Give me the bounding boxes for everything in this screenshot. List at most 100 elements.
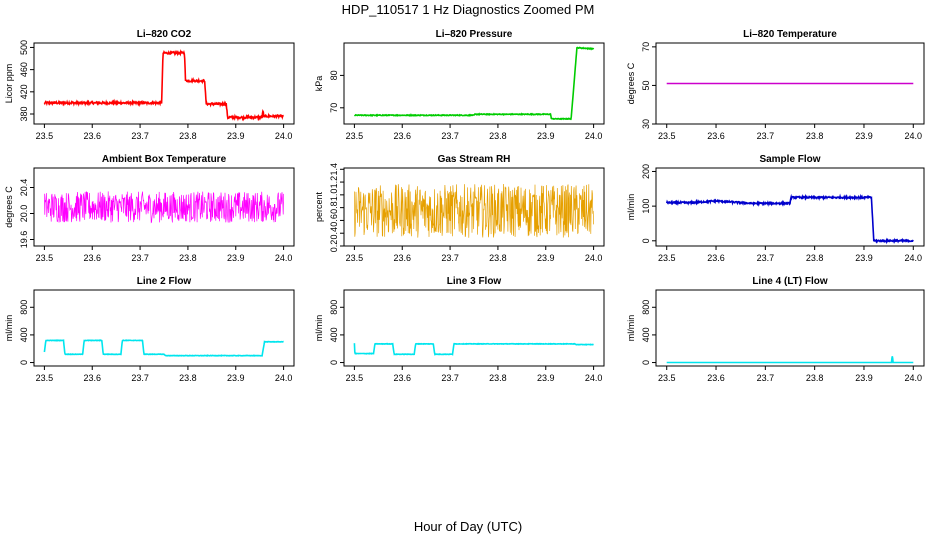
y-tick-label: 0.8: [329, 201, 339, 214]
x-tick-label: 23.9: [537, 131, 555, 141]
plot-frame: [343, 42, 605, 125]
y-axis-label: ml/min: [4, 315, 14, 342]
panel-4: Ambient Box Temperature 23.5 23.6 23.7 23.8 2…: [4, 154, 295, 263]
y-axis-label: ml/min: [626, 194, 636, 221]
y-tick-label: 460: [19, 62, 29, 77]
x-tick-label: 23.5: [36, 131, 54, 141]
plot-frame: [343, 167, 605, 247]
panel-7: Line 2 Flow 23.5 23.6 23.7 23.8 23.9 24.0 0 400 8…: [4, 276, 295, 383]
y-tick-label: 0.2: [329, 240, 339, 253]
x-tick-label: 23.8: [179, 253, 197, 263]
x-tick-label: 24.0: [275, 373, 293, 383]
x-tick-label: 23.6: [83, 131, 101, 141]
panel-5: Gas Stream RH 23.5 23.6 23.7 23.8 23.9 24.0 0.2…: [314, 154, 605, 263]
series-line: [43, 339, 284, 357]
x-tick-label: 23.7: [757, 131, 775, 141]
y-tick-label: 800: [19, 300, 29, 315]
panel-title: Li–820 Pressure: [436, 29, 513, 40]
x-tick-label: 23.9: [855, 373, 873, 383]
y-tick-label: 400: [641, 327, 651, 342]
panel-grid: Li–820 CO2 23.5 23.6 23.7 23.8 23.9 24.0 380 420…: [4, 29, 925, 383]
plot-frame: [655, 42, 925, 125]
y-axis-label: ml/min: [314, 315, 324, 342]
x-tick-label: 23.9: [227, 373, 245, 383]
y-tick-label: 0.4: [329, 227, 339, 240]
figure-title: HDP_110517 1 Hz Diagnostics Zoomed PM: [342, 2, 595, 17]
y-tick-label: 70: [329, 103, 339, 113]
y-axis-label: ml/min: [626, 315, 636, 342]
x-tick-label: 24.0: [275, 253, 293, 263]
y-tick-label: 1.2: [329, 176, 339, 189]
y-tick-label: 0: [641, 238, 651, 243]
x-tick-label: 23.7: [131, 131, 149, 141]
panel-title: Li–820 CO2: [137, 29, 192, 40]
figure-x-axis-label: Hour of Day (UTC): [414, 519, 522, 534]
y-tick-label: 380: [19, 106, 29, 121]
x-tick-label: 23.9: [227, 253, 245, 263]
x-tick-label: 23.5: [36, 373, 54, 383]
y-tick-label: 400: [329, 327, 339, 342]
x-tick-label: 23.9: [227, 131, 245, 141]
series-line: [44, 191, 284, 224]
panel-title: Li–820 Temperature: [743, 29, 837, 40]
x-tick-label: 23.7: [441, 253, 459, 263]
x-tick-label: 23.7: [131, 373, 149, 383]
y-tick-label: 1.0: [329, 189, 339, 202]
series-line: [354, 183, 594, 238]
y-tick-label: 19.6: [19, 231, 29, 249]
plot-frame: [655, 167, 925, 247]
y-tick-label: 1.4: [329, 163, 339, 176]
panel-title: Sample Flow: [759, 154, 820, 165]
panel-2: Li–820 Pressure 23.5 23.6 23.7 23.8 23.9 24.0 7…: [314, 29, 605, 141]
plot-frame: [33, 289, 295, 367]
x-tick-label: 23.8: [489, 373, 507, 383]
x-tick-label: 23.5: [346, 373, 364, 383]
x-tick-label: 23.8: [179, 373, 197, 383]
plot-frame: [33, 42, 295, 125]
y-tick-label: 400: [19, 327, 29, 342]
y-tick-label: 20.4: [19, 179, 29, 197]
y-tick-label: 80: [329, 70, 339, 80]
x-tick-label: 24.0: [905, 373, 923, 383]
x-tick-label: 24.0: [905, 131, 923, 141]
y-axis-label: kPa: [314, 76, 324, 92]
plot-frame: [343, 289, 605, 367]
x-tick-label: 23.8: [179, 131, 197, 141]
panel-title: Gas Stream RH: [438, 154, 511, 165]
x-tick-label: 23.8: [806, 131, 824, 141]
y-tick-label: 0: [329, 360, 339, 365]
y-tick-label: 0: [641, 360, 651, 365]
x-tick-label: 23.6: [83, 253, 101, 263]
x-tick-label: 23.6: [707, 373, 725, 383]
x-tick-label: 24.0: [905, 253, 923, 263]
y-tick-label: 200: [641, 164, 651, 179]
y-tick-label: 800: [329, 300, 339, 315]
x-tick-label: 23.9: [855, 253, 873, 263]
y-tick-label: 0: [19, 360, 29, 365]
x-tick-label: 24.0: [275, 131, 293, 141]
y-tick-label: 0.6: [329, 214, 339, 227]
panel-3: Li–820 Temperature 23.5 23.6 23.7 23.8 23.9 24…: [626, 29, 925, 141]
panel-title: Line 4 (LT) Flow: [752, 276, 828, 287]
y-axis-label: degrees C: [626, 62, 636, 104]
x-tick-label: 23.7: [441, 373, 459, 383]
x-tick-label: 23.9: [855, 131, 873, 141]
x-tick-label: 23.6: [707, 253, 725, 263]
y-tick-label: 20.0: [19, 205, 29, 223]
x-tick-label: 23.5: [658, 373, 676, 383]
x-tick-label: 23.7: [757, 253, 775, 263]
series-line: [666, 356, 914, 364]
x-tick-label: 23.6: [83, 373, 101, 383]
plot-frame: [33, 167, 295, 247]
x-tick-label: 24.0: [585, 131, 603, 141]
x-tick-label: 23.5: [658, 253, 676, 263]
x-tick-label: 23.6: [393, 253, 411, 263]
x-tick-label: 23.7: [131, 253, 149, 263]
x-tick-label: 23.5: [36, 253, 54, 263]
x-tick-label: 23.5: [346, 131, 364, 141]
x-tick-label: 23.8: [489, 253, 507, 263]
x-tick-label: 23.8: [806, 253, 824, 263]
y-tick-label: 70: [641, 42, 651, 52]
series-line: [665, 193, 914, 245]
x-tick-label: 23.7: [441, 131, 459, 141]
